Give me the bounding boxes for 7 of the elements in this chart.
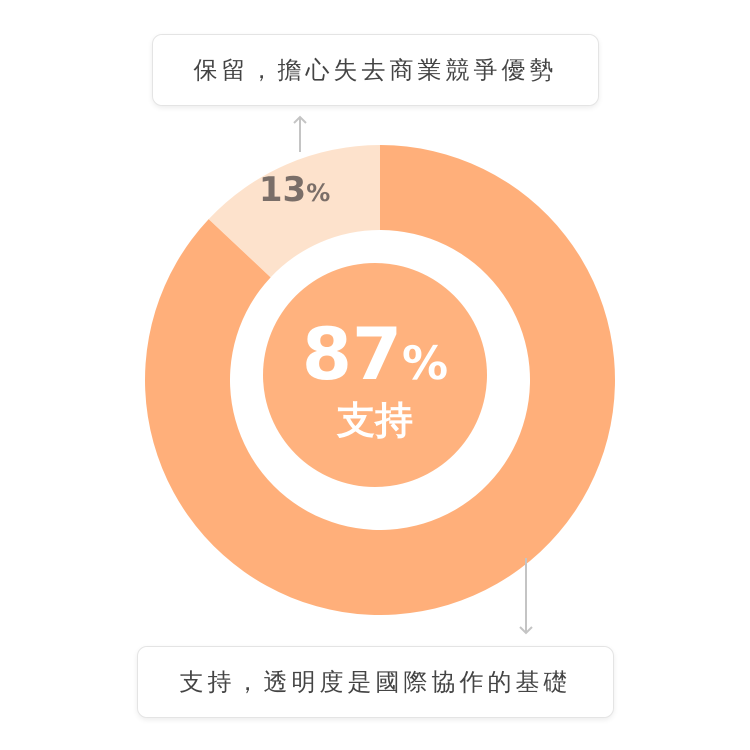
- text: 支持: [337, 398, 413, 442]
- data-label: 13%: [258, 170, 330, 210]
- donut-slice: [145, 145, 615, 615]
- slice-label: 支持，透明度是國際協作的基礎: [137, 646, 614, 718]
- text: 87%: [302, 312, 448, 396]
- donut-slice: [208, 145, 380, 278]
- slice-label: 保留，擔心失去商業競爭優勢: [152, 34, 599, 106]
